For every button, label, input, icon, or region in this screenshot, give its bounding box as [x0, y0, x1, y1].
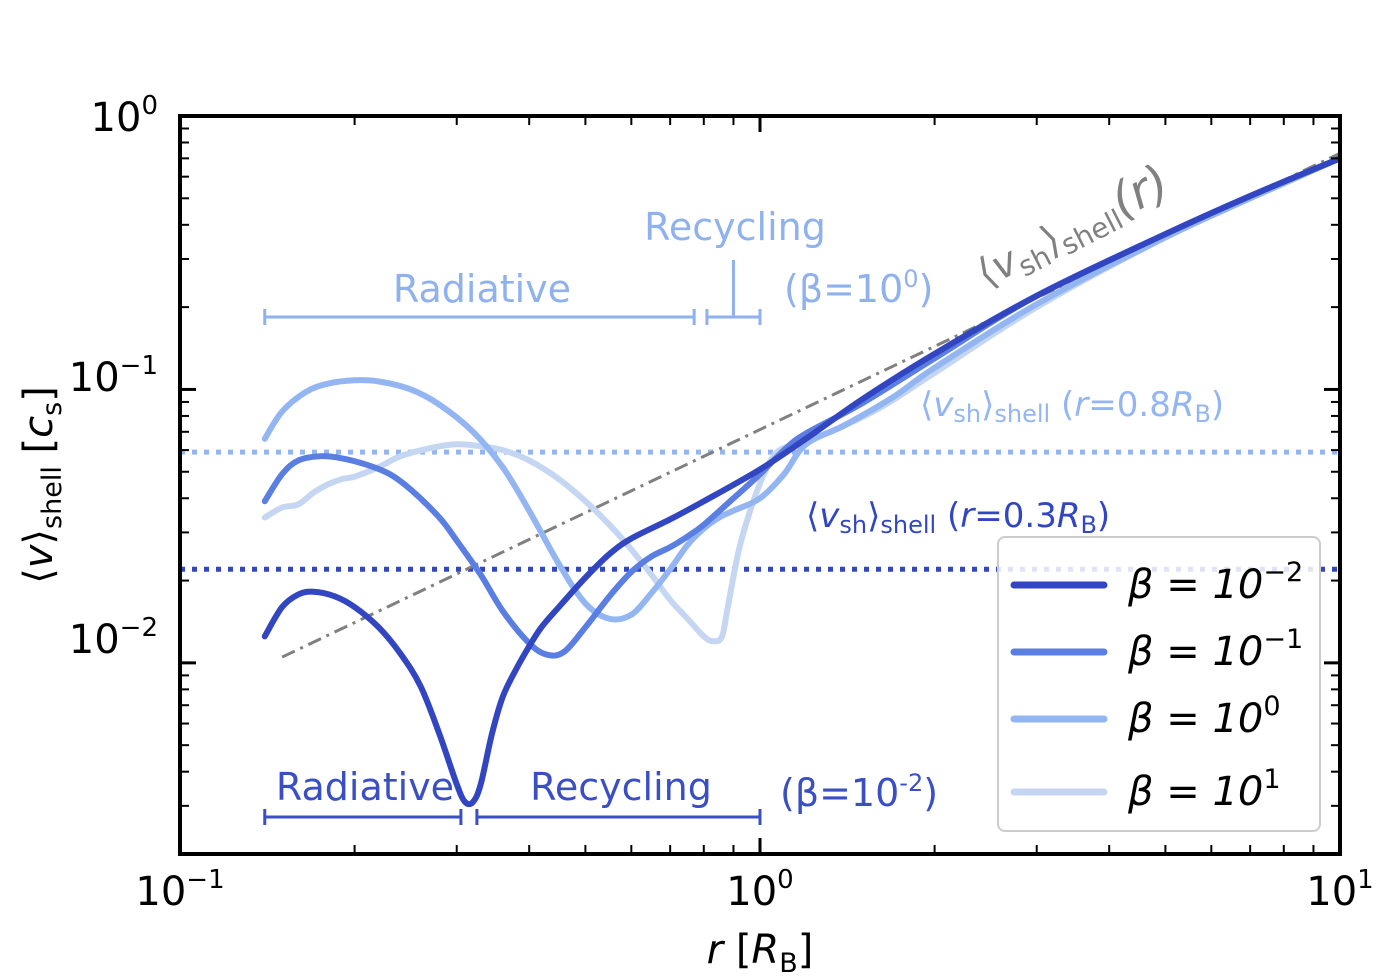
- hline-label-1: ⟨vsh⟩shell (r=0.3RB): [806, 496, 1110, 539]
- ann-beta2-brackets: [263, 809, 762, 825]
- plot-area: [180, 152, 1340, 808]
- ann-beta1-brackets: [263, 260, 762, 325]
- legend-box: [997, 536, 1321, 832]
- x-tick-label-1: 100: [726, 865, 793, 915]
- ann-beta2-beta-label: (β=10-2): [780, 769, 938, 815]
- y-tick-label-1: 10−1: [69, 351, 158, 401]
- y-tick-label-0: 10−2: [69, 613, 158, 663]
- ann-beta1-recycling-label: Recycling: [644, 205, 826, 249]
- series-group: [261, 155, 1340, 808]
- series-line-1: [261, 155, 1340, 659]
- x-tick-label-2: 101: [1306, 865, 1373, 915]
- hline-label-0: ⟨vsh⟩shell (r=0.8RB): [920, 385, 1224, 428]
- ann-beta1-radiative-label: Radiative: [393, 267, 571, 311]
- legend-label-1: β = 10−1: [1127, 624, 1303, 675]
- x-tick-label-0: 10−1: [135, 865, 224, 915]
- y-tick-label-2: 100: [91, 91, 158, 141]
- y-axis-label: ⟨v⟩shell [cs]: [16, 386, 68, 584]
- legend-label-2: β = 100: [1127, 691, 1281, 742]
- ann-beta2-radiative-label: Radiative: [276, 765, 454, 809]
- series-line-0: [261, 155, 1340, 808]
- ann-beta2-recycling-label: Recycling: [530, 765, 712, 809]
- reference-line: [281, 152, 1340, 659]
- legend-label-3: β = 101: [1127, 764, 1281, 815]
- ann-beta1-beta-label: (β=100): [784, 265, 933, 311]
- legend-label-0: β = 10−2: [1127, 557, 1303, 608]
- ticks: [178, 116, 1340, 855]
- hlines: [180, 449, 1340, 572]
- annotation-beta-2: Radiative Recycling (β=10-2): [263, 765, 938, 825]
- legend: β = 10−2 β = 10−1 β = 100 β = 101: [997, 536, 1321, 832]
- series-line-2: [261, 155, 1340, 623]
- x-axis-label: r [RB]: [707, 927, 814, 976]
- reference-line-group: [281, 152, 1340, 659]
- annotation-beta-1: Recycling Radiative (β=100): [263, 205, 933, 325]
